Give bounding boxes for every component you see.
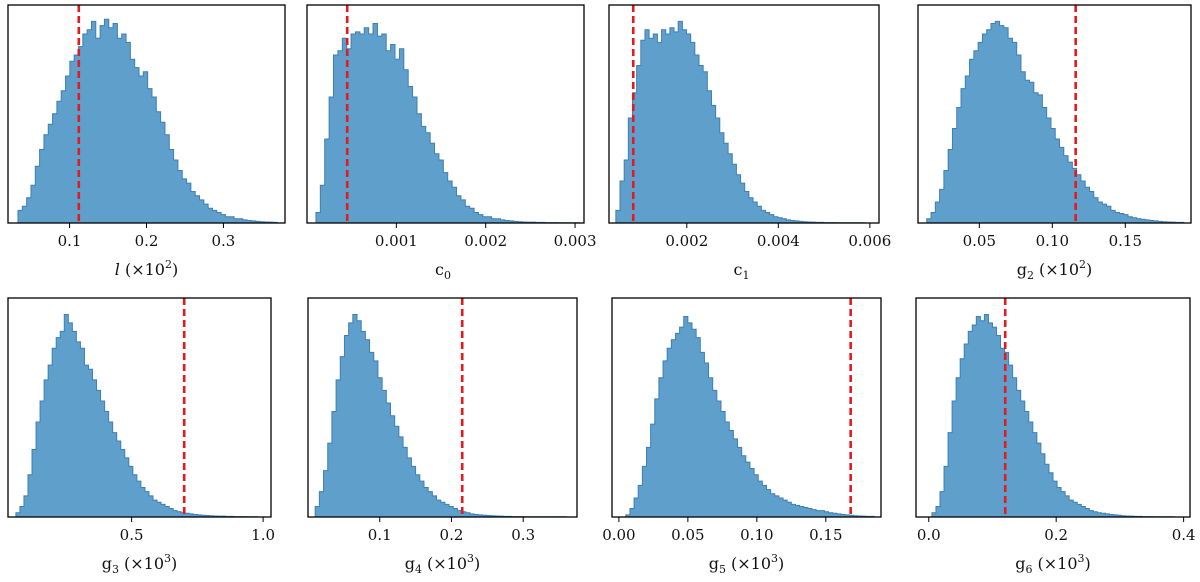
x-tick-label: 0.002 [665, 232, 708, 250]
x-tick-label: 0.2 [440, 526, 464, 544]
histogram-bars [625, 316, 875, 518]
x-tick-label: 0.15 [809, 526, 842, 544]
x-tick-label: 0.15 [1109, 232, 1142, 250]
axes-frame [608, 4, 880, 224]
x-tick-label: 0.10 [1036, 232, 1069, 250]
histogram-bars [926, 20, 1185, 224]
x-tick-label: 0.3 [212, 232, 236, 250]
x-tick-label: 0.001 [375, 232, 418, 250]
histogram-bars [314, 313, 567, 518]
x-tick-label: 0.00 [602, 526, 635, 544]
x-axis-label: g5 (×103) [709, 552, 785, 576]
histogram-panel-3: 0.002 0.004 0.006 c1 [608, 4, 891, 282]
x-tick-label: 0.002 [464, 232, 507, 250]
x-tick-label: 0.1 [368, 526, 392, 544]
x-axis-label: g4 (×103) [405, 552, 481, 576]
histogram-panel-5: 0.5 1.0 g3 (×103) [7, 297, 275, 576]
x-axis-label: l (×102) [115, 258, 178, 279]
histogram-bars [17, 18, 278, 224]
x-tick-label: 0.05 [671, 526, 704, 544]
axes-frame [611, 297, 882, 518]
x-axis-label: g3 (×103) [102, 552, 178, 576]
histogram-panel-2: 0.001 0.002 0.003 c0 [306, 4, 597, 282]
histogram-bars [615, 20, 866, 224]
histogram-bars [15, 313, 259, 518]
x-axis-label: c0 [435, 260, 456, 282]
x-axis-label: c1 [733, 260, 754, 282]
x-tick-label: 0.1 [58, 232, 82, 250]
histogram-panel-4: 0.05 0.10 0.15 g2 (×102) [917, 4, 1192, 282]
x-axis-label: g6 (×103) [1015, 552, 1091, 576]
x-tick-label: 0.5 [120, 526, 144, 544]
x-axis-label: g2 (×102) [1017, 258, 1093, 282]
x-tick-label: 0.003 [554, 232, 597, 250]
x-tick-label: 0.3 [511, 526, 535, 544]
histogram-panel-1: 0.1 0.2 0.3 l (×102) [7, 4, 286, 279]
axes-frame [306, 4, 585, 224]
x-tick-label: 0.0 [917, 526, 941, 544]
x-tick-label: 0.2 [1044, 526, 1068, 544]
x-tick-label: 0.10 [740, 526, 773, 544]
x-tick-label: 0.2 [135, 232, 159, 250]
axes-frame [915, 297, 1191, 518]
x-tick-label: 0.05 [963, 232, 996, 250]
x-tick-label: 0.004 [757, 232, 800, 250]
x-tick-label: 0.006 [848, 232, 891, 250]
axes-frame [307, 297, 578, 518]
histogram-panel-7: 0.00 0.05 0.10 0.15 g5 (×103) [602, 297, 882, 576]
axes-frame [7, 297, 272, 518]
x-tick-label: 1.0 [251, 526, 275, 544]
histogram-panel-8: 0.0 0.2 0.4 g6 (×103) [915, 297, 1196, 576]
x-tick-label: 0.4 [1172, 526, 1196, 544]
histogram-bars [931, 313, 1175, 518]
histogram-panel-6: 0.1 0.2 0.3 g4 (×103) [307, 297, 578, 576]
histogram-bars [315, 23, 581, 224]
axes-frame [917, 4, 1192, 224]
